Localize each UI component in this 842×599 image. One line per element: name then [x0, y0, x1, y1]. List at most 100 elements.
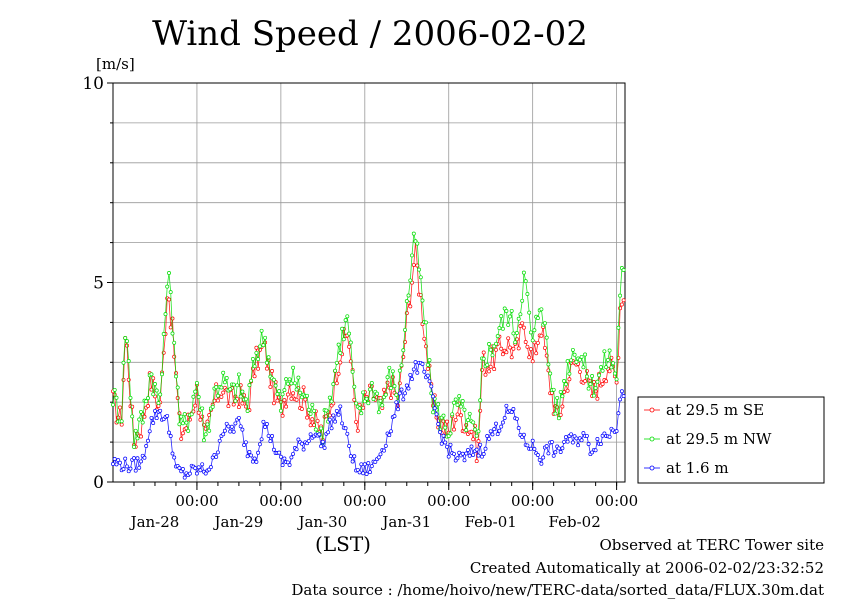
data-point — [590, 374, 595, 378]
data-point — [431, 410, 435, 415]
data-point — [376, 410, 381, 415]
data-point — [523, 340, 528, 344]
data-point — [191, 394, 196, 399]
data-point — [572, 352, 577, 357]
data-point — [245, 454, 250, 459]
data-point — [139, 409, 143, 414]
data-point — [562, 439, 567, 444]
data-point — [366, 401, 371, 406]
data-point — [387, 433, 392, 438]
data-point — [399, 363, 404, 368]
data-point — [560, 404, 565, 409]
data-point — [348, 454, 353, 459]
data-point — [455, 456, 460, 461]
data-point — [355, 467, 360, 472]
data-point — [546, 362, 551, 367]
data-point — [586, 386, 591, 391]
data-point — [467, 453, 472, 458]
data-point — [275, 398, 280, 403]
data-point — [147, 429, 152, 434]
data-point — [368, 470, 372, 475]
data-point — [210, 404, 215, 409]
data-point — [343, 318, 348, 323]
data-point — [616, 325, 621, 330]
data-point — [429, 384, 434, 389]
data-point — [340, 421, 345, 426]
data-point — [149, 372, 154, 377]
data-point — [338, 360, 343, 365]
data-point — [528, 347, 533, 352]
data-point — [310, 417, 315, 422]
data-point — [355, 428, 360, 433]
data-point — [135, 456, 140, 461]
data-point — [406, 386, 411, 391]
data-point — [497, 326, 502, 331]
data-point — [333, 368, 338, 373]
data-point — [319, 426, 324, 431]
data-point — [329, 399, 334, 404]
data-point — [621, 268, 626, 272]
footer-created: Created Automatically at 2006-02-02/23:3… — [469, 559, 824, 577]
data-point — [560, 394, 565, 399]
data-point — [320, 439, 325, 444]
data-point — [577, 357, 582, 362]
data-point — [222, 380, 227, 385]
data-point — [462, 458, 467, 463]
data-point — [133, 428, 138, 433]
data-point — [167, 297, 171, 302]
data-point — [168, 434, 173, 438]
data-point — [319, 444, 324, 449]
data-point — [252, 374, 257, 379]
data-point — [282, 388, 287, 393]
data-point — [149, 415, 154, 420]
data-point — [535, 453, 540, 457]
data-point — [618, 397, 623, 402]
data-point — [525, 443, 530, 448]
data-point — [254, 459, 259, 464]
data-point — [471, 437, 476, 442]
data-point — [298, 390, 303, 395]
data-point — [420, 298, 425, 303]
data-point — [254, 350, 259, 355]
data-point — [459, 404, 463, 409]
data-point — [369, 381, 374, 385]
data-point — [123, 456, 128, 461]
data-point — [392, 384, 397, 389]
data-point — [118, 405, 122, 410]
data-point — [525, 344, 530, 349]
data-point — [581, 365, 586, 370]
data-point — [326, 430, 331, 435]
data-point — [382, 387, 386, 392]
data-point — [362, 399, 367, 404]
data-point — [238, 424, 243, 429]
data-point — [329, 426, 334, 431]
data-point — [362, 462, 367, 467]
data-point — [125, 339, 129, 344]
data-point — [284, 377, 289, 382]
data-point — [163, 312, 168, 317]
data-point — [618, 293, 623, 298]
data-point — [396, 407, 400, 412]
data-point — [233, 398, 238, 403]
data-point — [144, 399, 149, 404]
data-point — [256, 366, 261, 371]
data-point — [504, 350, 509, 355]
data-point — [205, 422, 210, 427]
data-point — [598, 442, 603, 446]
data-point — [116, 458, 121, 463]
data-point — [306, 438, 311, 443]
data-point — [132, 456, 136, 461]
data-point — [235, 383, 240, 388]
data-point — [382, 448, 386, 453]
data-point — [514, 416, 519, 421]
data-point — [111, 462, 115, 466]
legend-marker — [649, 436, 655, 442]
data-point — [299, 395, 304, 400]
data-point — [345, 431, 350, 436]
data-point — [254, 345, 259, 350]
data-point — [583, 352, 588, 357]
data-point — [151, 421, 156, 425]
data-point — [560, 446, 565, 451]
data-point — [567, 377, 572, 382]
